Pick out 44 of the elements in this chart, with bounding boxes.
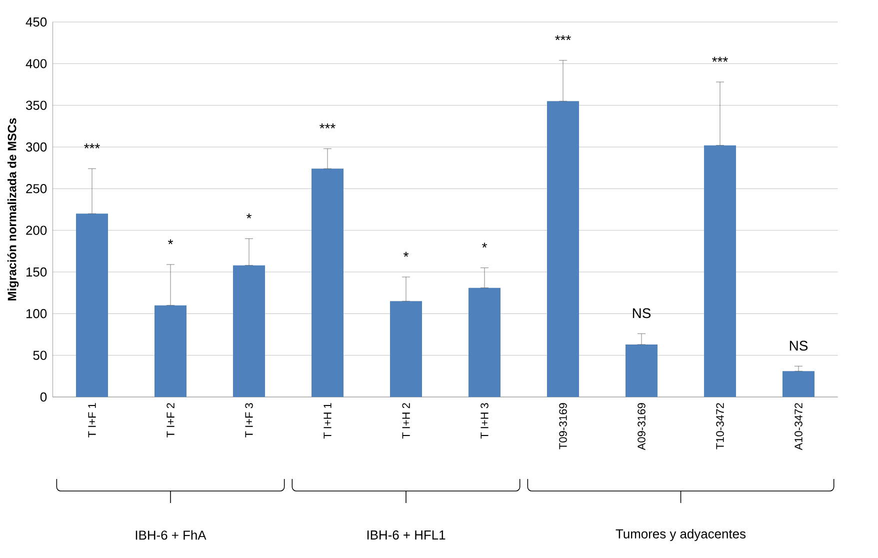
y-tick-label: 0: [40, 392, 47, 402]
bar: [782, 371, 815, 397]
bar: [312, 168, 344, 397]
annotation: *: [168, 239, 174, 244]
y-tick-label: 200: [26, 226, 47, 235]
text: Tumores y adyacentes: [616, 528, 746, 542]
annotation: *: [482, 242, 488, 248]
x-tick-label: A09-3169: [638, 403, 646, 450]
bar: [233, 265, 266, 397]
bar: [547, 101, 580, 397]
y-axis-title: Migración normalizada de MSCs: [7, 118, 19, 300]
y-tick-label: 100: [26, 309, 47, 318]
y-tick-label: 350: [26, 100, 47, 110]
annotation: NS: [632, 308, 651, 318]
annotation: *: [246, 214, 252, 218]
x-tick-label: T I+H 1: [324, 403, 332, 439]
y-tick-label: 300: [26, 142, 47, 152]
x-tick-label: A10-3472: [794, 403, 802, 450]
x-tick-label: T10-3472: [716, 403, 724, 450]
annotation: ***: [84, 144, 100, 148]
bar: [704, 145, 736, 397]
x-tick-label: T09-3169: [559, 403, 567, 450]
y-tick-label: 150: [26, 267, 47, 277]
annotation: *: [404, 252, 409, 257]
x-tick-label: T I+F 1: [88, 403, 96, 438]
y-tick-label: 400: [26, 59, 47, 68]
bar: [76, 214, 108, 397]
bar: [154, 305, 187, 397]
x-tick-label: T I+H 2: [402, 403, 410, 439]
text: IBH-6 + HFL1: [367, 530, 446, 540]
annotation: ***: [555, 35, 571, 40]
y-tick-label: 250: [26, 184, 47, 194]
bar: [390, 301, 422, 397]
annotation: ***: [712, 56, 728, 62]
y-tick-label: 450: [26, 17, 47, 27]
bar: [626, 344, 658, 397]
x-tick-label: T I+F 2: [166, 403, 174, 438]
text: IBH-6 + FhA: [136, 530, 206, 540]
x-tick-label: T I+H 3: [480, 403, 488, 439]
x-tick-label: T I+F 3: [245, 403, 253, 438]
annotation: ***: [320, 124, 336, 128]
bar: [468, 288, 501, 397]
y-tick-label: 50: [33, 350, 47, 360]
annotation: NS: [790, 340, 808, 351]
